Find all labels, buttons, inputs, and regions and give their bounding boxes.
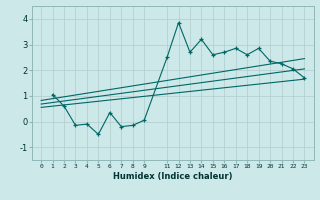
X-axis label: Humidex (Indice chaleur): Humidex (Indice chaleur) (113, 172, 233, 181)
